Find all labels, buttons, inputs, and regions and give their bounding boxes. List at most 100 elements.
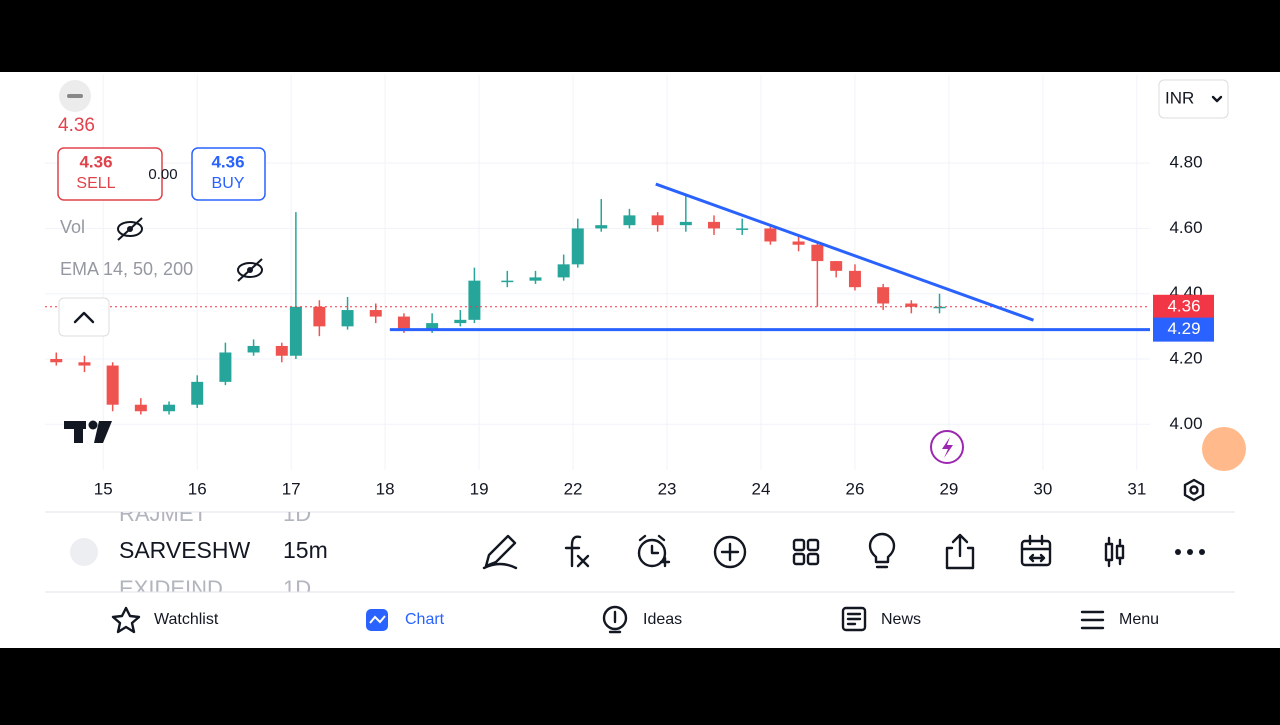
tradingview-logo <box>64 420 112 443</box>
currency-select[interactable] <box>1158 79 1229 119</box>
candle-body <box>529 277 542 281</box>
x-tick-label: 26 <box>845 479 864 498</box>
y-tick-label: 4.80 <box>1169 153 1202 172</box>
x-tick-label: 24 <box>752 479 771 498</box>
y-tick-label: 4.00 <box>1169 414 1202 433</box>
candle-body <box>289 306 302 356</box>
layout-tool[interactable] <box>792 538 820 566</box>
x-tick-label: 29 <box>939 479 958 498</box>
candle-body <box>764 228 777 242</box>
x-tick-label: 19 <box>470 479 489 498</box>
candle-body <box>905 303 918 307</box>
nav-item[interactable]: Menu <box>1119 611 1159 628</box>
buy-price: 4.36 <box>211 152 244 171</box>
buy-button[interactable] <box>191 147 266 201</box>
chart-type-tool[interactable] <box>1104 536 1125 568</box>
x-tick-label: 17 <box>282 479 301 498</box>
candle-body <box>933 306 946 309</box>
candle-body <box>397 316 410 330</box>
candle-body <box>369 310 382 317</box>
candle-body <box>247 345 260 353</box>
share-tool[interactable] <box>945 533 975 570</box>
nav-item-active[interactable]: Chart <box>405 611 445 628</box>
x-tick-label: 30 <box>1033 479 1052 498</box>
symbol-name: SARVESHW <box>119 537 251 563</box>
x-tick-label: 31 <box>1127 479 1146 498</box>
price-tag <box>1153 294 1214 319</box>
indicator-ema: EMA 14, 50, 200 <box>60 259 193 279</box>
hide-icon[interactable] <box>237 258 263 282</box>
candle-body <box>454 319 467 324</box>
news-icon <box>841 606 867 632</box>
x-tick-label: 18 <box>376 479 395 498</box>
chevron-up <box>73 311 95 324</box>
candle-body <box>877 287 890 304</box>
alert-tool[interactable] <box>637 534 671 568</box>
spread: 0.00 <box>148 166 177 183</box>
candle-body <box>163 404 176 412</box>
candle-body <box>426 323 439 330</box>
hide-icon[interactable] <box>117 217 143 241</box>
candle-body <box>275 345 288 356</box>
indicator-vol: Vol <box>60 217 85 237</box>
currency: INR <box>1165 88 1194 107</box>
candle-body <box>708 221 721 229</box>
candle-body <box>134 404 147 412</box>
watchlist-icon <box>111 606 141 634</box>
last-price: 4.36 <box>58 115 95 136</box>
chart-area: 15 16 17 18 19 22 23 24 26 29 30 314.004.204.404.60… <box>45 75 1214 498</box>
symbol-list[interactable]: RAJMET 1D SARVESHW 15m EXIDEIND 1D <box>70 501 328 601</box>
y-tick-label: 4.60 <box>1169 218 1202 237</box>
settings-icon-center <box>1189 485 1199 495</box>
menu-icon <box>1080 610 1105 630</box>
expand-button[interactable] <box>58 297 110 337</box>
price-tag-label: 4.36 <box>1167 296 1200 315</box>
candle-body <box>50 359 63 363</box>
nav-item[interactable]: Watchlist <box>154 611 219 628</box>
level-tag <box>1153 317 1214 342</box>
candle-body <box>468 280 481 320</box>
more-tool[interactable] <box>1175 549 1205 555</box>
symbol-interval: 15m <box>283 537 328 563</box>
indicators-tool[interactable] <box>564 535 590 568</box>
chart-icon-line <box>369 615 386 624</box>
dropdown-icon <box>1211 95 1223 103</box>
candle-body <box>623 215 636 226</box>
floating-badge[interactable] <box>1202 427 1246 471</box>
candle-body <box>501 280 514 283</box>
candle-body <box>571 228 584 265</box>
x-tick-label: 23 <box>658 479 677 498</box>
nav-item[interactable]: Ideas <box>643 611 682 628</box>
symbol-logo <box>70 538 98 566</box>
symbol-interval: 1D <box>283 501 311 526</box>
nav-item[interactable]: News <box>881 611 921 628</box>
candle-body <box>557 264 570 278</box>
candle-body <box>736 228 749 230</box>
y-tick-label: 4.20 <box>1169 348 1202 367</box>
sell-price: 4.36 <box>79 152 112 171</box>
candle-body <box>830 261 843 271</box>
lightning-icon <box>942 437 953 458</box>
candle-body <box>595 225 608 229</box>
level-tag-label: 4.29 <box>1167 319 1200 338</box>
symbol-name: EXIDEIND <box>119 576 223 601</box>
candle-body <box>313 306 326 327</box>
draw-tool[interactable] <box>482 534 518 570</box>
x-tick-label: 22 <box>564 479 583 498</box>
candle-body <box>651 215 664 226</box>
x-tick-label: 15 <box>94 479 113 498</box>
ideas-icon <box>602 605 628 634</box>
ideas-tool[interactable] <box>868 532 896 569</box>
symbol-interval: 1D <box>283 576 311 601</box>
candle-body <box>679 221 692 226</box>
add-tool[interactable] <box>713 535 747 569</box>
candle-body <box>792 241 805 245</box>
collapse-icon <box>67 94 83 98</box>
symbol-name: RAJMET <box>119 501 207 526</box>
sell-button[interactable] <box>57 147 163 201</box>
buy-label: BUY <box>212 175 245 192</box>
toolbar <box>482 532 1205 570</box>
replay-tool[interactable] <box>1020 534 1052 567</box>
settings-icon[interactable] <box>1183 478 1205 502</box>
